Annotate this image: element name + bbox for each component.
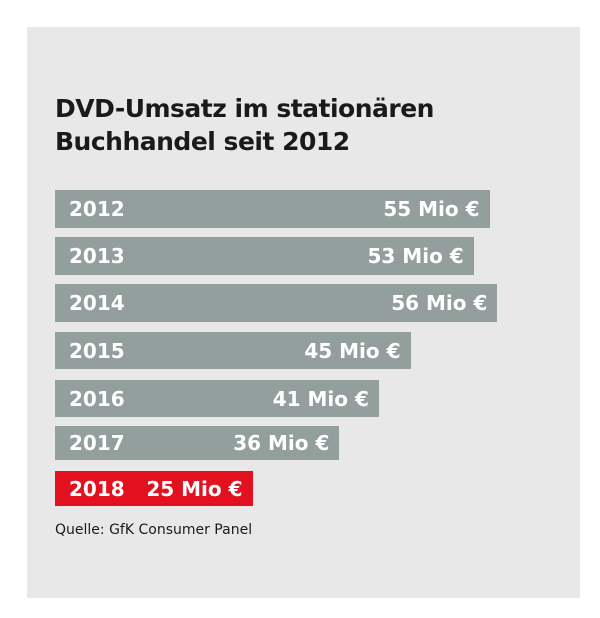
bar-2016: 2016 41 Mio €	[55, 380, 379, 417]
category-label: 2017	[69, 431, 125, 455]
category-label: 2018	[69, 476, 125, 501]
bar-2012: 2012 55 Mio €	[55, 190, 490, 228]
value-label: 45 Mio €	[304, 338, 401, 363]
category-label: 2015	[69, 338, 125, 363]
value-label: 36 Mio €	[233, 431, 330, 455]
source-note: Quelle: GfK Consumer Panel	[55, 522, 253, 538]
category-label: 2012	[69, 197, 125, 221]
bar-2013: 2013 53 Mio €	[55, 237, 474, 275]
value-label: 41 Mio €	[272, 386, 369, 411]
category-label: 2014	[69, 291, 125, 315]
value-label: 53 Mio €	[367, 244, 464, 268]
chart-title: DVD-Umsatz im stationären Buchhandel sei…	[55, 94, 434, 156]
bar-2015: 2015 45 Mio €	[55, 332, 411, 369]
category-label: 2013	[69, 244, 125, 268]
bar-2018: 2018 25 Mio €	[55, 471, 253, 506]
value-label: 25 Mio €	[146, 476, 243, 501]
bar-2017: 2017 36 Mio €	[55, 426, 340, 460]
value-label: 56 Mio €	[391, 291, 488, 315]
bar-2014: 2014 56 Mio €	[55, 284, 498, 322]
value-label: 55 Mio €	[383, 197, 480, 221]
category-label: 2016	[69, 386, 125, 411]
